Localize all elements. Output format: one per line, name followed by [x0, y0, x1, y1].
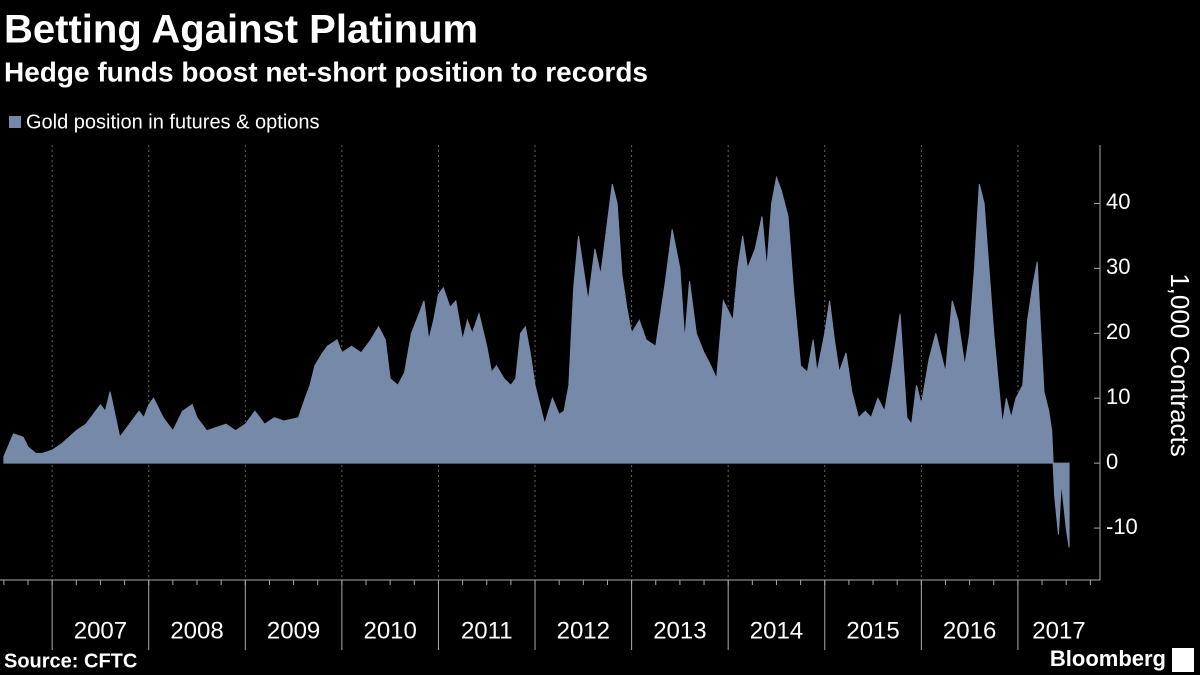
chart-subtitle: Hedge funds boost net-short position to …	[4, 56, 648, 87]
x-tick-label: 2009	[267, 617, 320, 644]
x-tick-label: 2008	[170, 617, 223, 644]
x-tick-label: 2016	[943, 617, 996, 644]
x-tick-label: 2007	[74, 617, 127, 644]
x-tick-label: 2017	[1032, 617, 1085, 644]
brand-icon	[1172, 648, 1194, 672]
y-axis-title: 1,000 Contracts	[1165, 273, 1195, 457]
legend-swatch	[9, 116, 21, 128]
area	[3, 175, 1070, 548]
chart-title: Betting Against Platinum	[4, 8, 478, 52]
y-tick-label: 20	[1106, 319, 1130, 344]
legend-label: Gold position in futures & options	[26, 111, 320, 133]
y-tick-label: -10	[1106, 514, 1138, 539]
source: Source: CFTC	[4, 650, 137, 672]
y-tick-label: 30	[1106, 254, 1130, 279]
x-tick-label: 2013	[653, 617, 706, 644]
x-tick-label: 2011	[461, 617, 513, 644]
y-tick-label: 0	[1106, 449, 1118, 474]
brand: Bloomberg	[1050, 646, 1166, 671]
x-tick-label: 2014	[750, 617, 803, 644]
x-tick-label: 2010	[363, 617, 416, 644]
y-tick-label: 10	[1106, 384, 1130, 409]
y-tick-label: 40	[1106, 189, 1130, 214]
x-tick-label: 2012	[557, 617, 610, 644]
x-tick-label: 2015	[846, 617, 899, 644]
